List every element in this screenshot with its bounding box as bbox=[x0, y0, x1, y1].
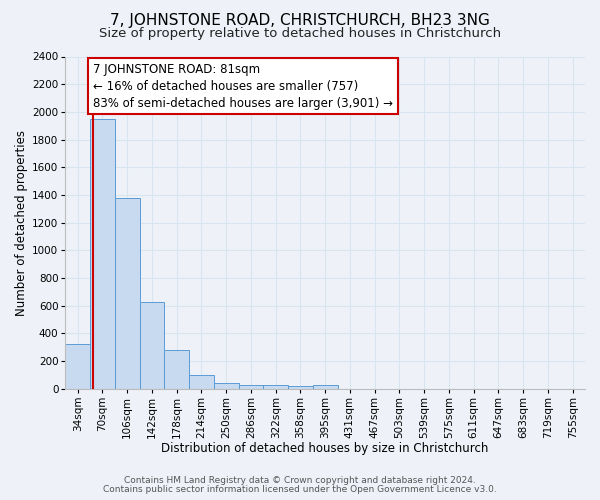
Bar bbox=[288, 386, 313, 389]
Bar bbox=[214, 382, 239, 389]
Bar bbox=[239, 384, 263, 389]
Bar bbox=[115, 198, 140, 389]
Bar bbox=[90, 119, 115, 389]
Bar bbox=[313, 386, 338, 389]
Text: Contains HM Land Registry data © Crown copyright and database right 2024.: Contains HM Land Registry data © Crown c… bbox=[124, 476, 476, 485]
Text: Contains public sector information licensed under the Open Government Licence v3: Contains public sector information licen… bbox=[103, 484, 497, 494]
Text: 7 JOHNSTONE ROAD: 81sqm
← 16% of detached houses are smaller (757)
83% of semi-d: 7 JOHNSTONE ROAD: 81sqm ← 16% of detache… bbox=[93, 62, 393, 110]
Y-axis label: Number of detached properties: Number of detached properties bbox=[15, 130, 28, 316]
Bar bbox=[164, 350, 189, 389]
Text: Size of property relative to detached houses in Christchurch: Size of property relative to detached ho… bbox=[99, 28, 501, 40]
X-axis label: Distribution of detached houses by size in Christchurch: Distribution of detached houses by size … bbox=[161, 442, 489, 455]
Text: 7, JOHNSTONE ROAD, CHRISTCHURCH, BH23 3NG: 7, JOHNSTONE ROAD, CHRISTCHURCH, BH23 3N… bbox=[110, 12, 490, 28]
Bar bbox=[65, 344, 90, 389]
Bar bbox=[263, 386, 288, 389]
Bar bbox=[140, 302, 164, 389]
Bar bbox=[189, 375, 214, 389]
